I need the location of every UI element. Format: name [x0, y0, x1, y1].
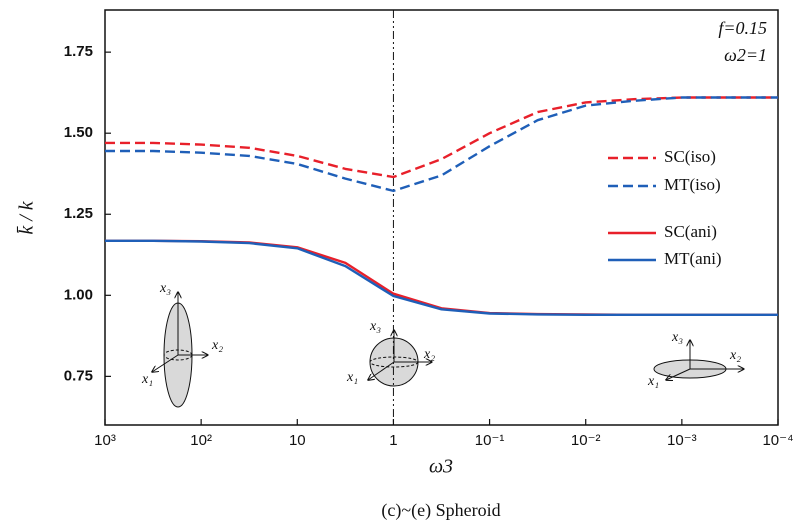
inset-label: x₁: [346, 370, 358, 385]
x-axis-label: ω3: [429, 456, 453, 478]
y-tick-label: 1.50: [64, 124, 93, 141]
series-line: [105, 96, 778, 193]
legend-label: SC(ani): [664, 222, 717, 241]
x-tick-label: 10⁻⁴: [762, 432, 793, 449]
y-tick-label: 1.25: [64, 205, 93, 222]
inset-sphere: [368, 330, 432, 387]
y-tick-label: 0.75: [64, 367, 93, 384]
plot-frame: [104, 9, 779, 426]
legend-label: MT(ani): [664, 249, 722, 268]
annotation: ω2=1: [724, 45, 767, 65]
x-tick-label: 10²: [190, 432, 212, 449]
x-tick-label: 10⁻³: [667, 432, 697, 449]
inset-label: x₂: [729, 348, 741, 363]
inset-label: x₂: [211, 338, 223, 353]
x-tick-label: 10³: [94, 432, 116, 449]
inset-label: x₁: [647, 374, 659, 389]
inset-oblate: [653, 340, 744, 380]
inset-label: x₂: [423, 347, 435, 362]
inset-label: x₃: [671, 330, 683, 345]
caption: (c)~(e) Spheroid: [381, 500, 500, 521]
x-tick-label: 10: [289, 432, 306, 449]
inset-label: x₃: [369, 319, 381, 334]
legend-label: MT(iso): [664, 175, 721, 194]
x-tick-label: 10⁻¹: [475, 432, 505, 449]
y-tick-label: 1.00: [64, 286, 93, 303]
x-tick-label: 1: [389, 432, 397, 449]
series-line: [105, 239, 778, 316]
x-tick-label: 10⁻²: [571, 432, 601, 449]
y-tick-label: 1.75: [64, 43, 93, 60]
inset-label: x₁: [141, 372, 153, 387]
y-axis-label: k̄ / k: [16, 200, 38, 234]
inset-prolate: [152, 292, 208, 408]
legend-label: SC(iso): [664, 147, 716, 166]
inset-label: x₃: [159, 281, 171, 296]
annotation: f=0.15: [718, 18, 767, 38]
